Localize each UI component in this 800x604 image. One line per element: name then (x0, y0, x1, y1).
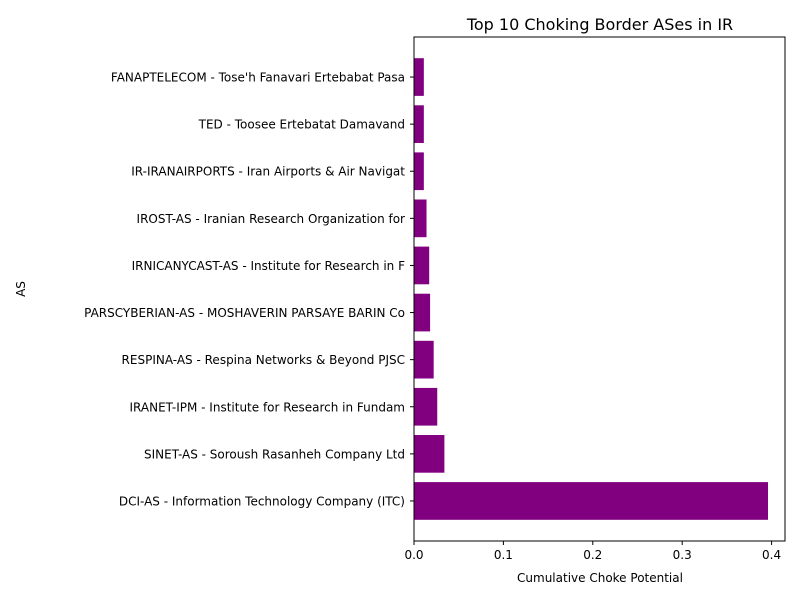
y-tick-label: FANAPTELECOM - Tose'h Fanavari Ertebabat… (111, 71, 405, 85)
x-tick-label: 0.1 (494, 548, 513, 562)
y-tick-label: IR-IRANAIRPORTS - Iran Airports & Air Na… (131, 165, 405, 179)
bar (414, 387, 438, 426)
y-axis-ticks: DCI-AS - Information Technology Company … (84, 71, 414, 508)
x-tick-label: 0.2 (583, 548, 602, 562)
bar (414, 435, 445, 473)
bar (414, 340, 434, 379)
y-tick-label: IRNICANYCAST-AS - Institute for Research… (132, 259, 405, 273)
x-tick-label: 0.0 (404, 548, 423, 562)
y-tick-label: SINET-AS - Soroush Rasanheh Company Ltd (144, 447, 405, 461)
x-axis-label: Cumulative Choke Potential (517, 571, 683, 585)
y-tick-label: IRANET-IPM - Institute for Research in F… (130, 400, 406, 414)
y-tick-label: RESPINA-AS - Respina Networks & Beyond P… (122, 353, 405, 367)
y-tick-label: IROST-AS - Iranian Research Organization… (137, 212, 406, 226)
bar (414, 105, 424, 143)
y-axis-label: AS (14, 281, 28, 297)
y-tick-label: PARSCYBERIAN-AS - MOSHAVERIN PARSAYE BAR… (84, 306, 405, 320)
bar (414, 482, 769, 520)
bar (414, 199, 427, 238)
bar (414, 58, 424, 96)
y-tick-label: DCI-AS - Information Technology Company … (119, 494, 405, 508)
y-tick-label: TED - Toosee Ertebatat Damavand (198, 118, 405, 132)
plot-frame (413, 36, 786, 542)
bar (414, 246, 430, 285)
bar (414, 152, 424, 191)
x-tick-label: 0.4 (762, 548, 781, 562)
x-tick-label: 0.3 (673, 548, 692, 562)
bars-layer (414, 58, 769, 520)
bar (414, 293, 431, 332)
x-axis-ticks: 0.0 0.1 0.2 0.3 0.4 (404, 541, 781, 562)
chart-title: Top 10 Choking Border ASes in IR (466, 15, 733, 34)
